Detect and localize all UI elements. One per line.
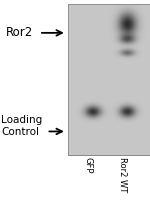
Bar	[68, 4, 150, 155]
Text: Loading
Control: Loading Control	[2, 115, 43, 137]
Bar	[68, 4, 150, 155]
Text: Ror2 WT: Ror2 WT	[118, 157, 127, 192]
Text: Ror2: Ror2	[6, 26, 33, 39]
Text: GFP: GFP	[84, 157, 93, 173]
